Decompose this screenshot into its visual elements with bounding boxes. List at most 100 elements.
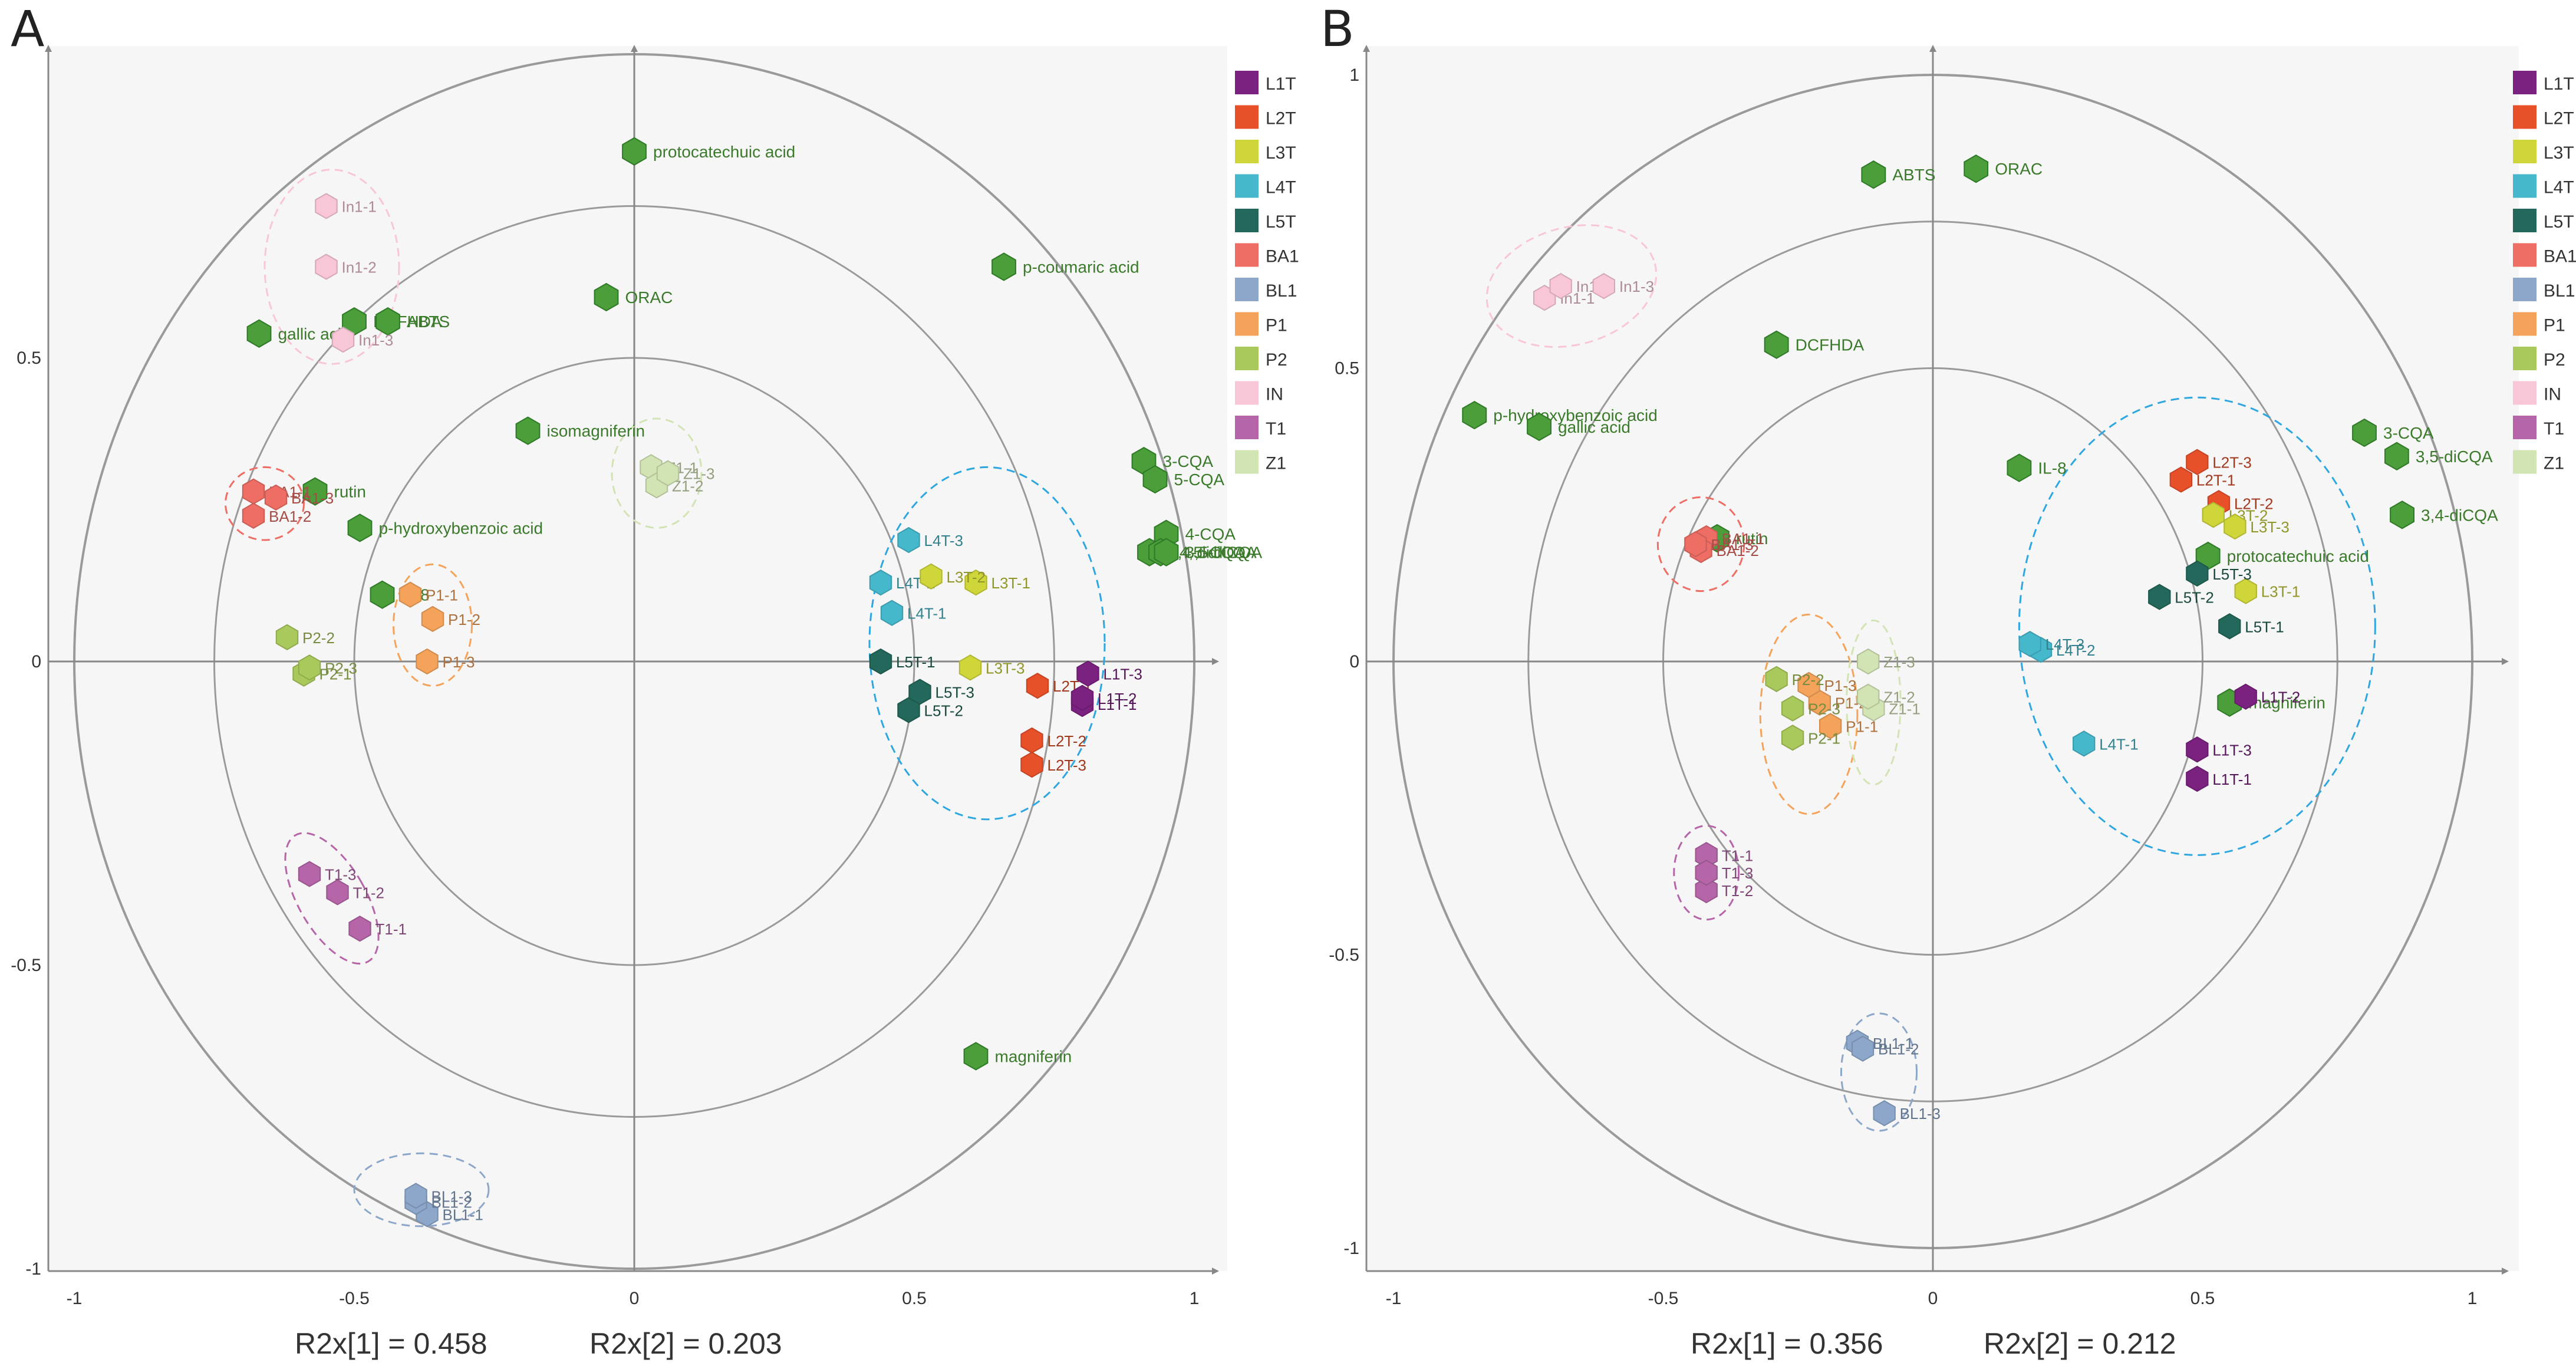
sample-label: BA1-3 (1711, 536, 1753, 554)
x-tick-label: 0.5 (902, 1289, 927, 1308)
sample-label: L4T-3 (2045, 636, 2085, 653)
group-ellipse (611, 417, 703, 529)
sample-label: L5T-2 (924, 702, 964, 719)
panel-b-legend: L1T L2T L3T L4T L5T BA1 BL1 P1 P2 IN T1 Z1 (2513, 71, 2576, 474)
sample-marker (2018, 631, 2041, 657)
legend-swatch (2513, 381, 2537, 405)
sample-marker (275, 624, 299, 650)
variable-marker (1154, 538, 1179, 567)
sample-label: L1T-2 (2261, 689, 2301, 706)
sample-label: P2-1 (319, 666, 352, 683)
legend-label: L1T (2544, 74, 2574, 94)
sample-marker (1549, 273, 1572, 299)
y-tick-label: 1 (1349, 65, 1359, 85)
sample-label: P1-1 (426, 587, 458, 604)
sample-marker (1781, 695, 1804, 722)
variable-marker (1142, 465, 1168, 494)
legend-swatch (2513, 450, 2537, 474)
group-ellipse (263, 169, 400, 365)
legend-swatch (1235, 416, 1259, 439)
sample-label: In1-3 (1619, 278, 1654, 295)
sample-label: L1T-3 (1103, 666, 1143, 683)
sample-label: T1-1 (1722, 847, 1753, 864)
panel-a-chart: -1 -0.5 0 0.5 1 -1 -0.5 0 0.5 protocatechuic acid… (11, 45, 1263, 1308)
x-tick-label: 1 (2468, 1289, 2478, 1308)
legend-label: BA1 (1266, 247, 1299, 266)
sample-label: T1-3 (325, 866, 356, 884)
variable-marker (375, 307, 400, 336)
variable-marker (963, 1042, 989, 1071)
sample-marker (2234, 683, 2257, 710)
group-ellipse (1846, 619, 1902, 786)
x-tick-label: 0 (630, 1289, 640, 1308)
x-tick-label: 0.5 (2190, 1289, 2215, 1308)
sample-marker (331, 326, 355, 353)
sample-marker (1070, 684, 1094, 711)
sample-label: L3T-1 (991, 574, 1031, 592)
group-ellipse (284, 832, 380, 965)
sample-marker (897, 526, 920, 554)
sample-label: Z1-2 (1883, 689, 1915, 706)
legend-label: BL1 (2544, 281, 2575, 301)
sample-label: L3T-2 (947, 568, 986, 586)
legend-swatch (1235, 105, 1259, 129)
variable-label: ORAC (1995, 160, 2043, 178)
x-tick-label: -1 (67, 1289, 83, 1308)
legend-swatch (2513, 174, 2537, 198)
panel-b-r2x1: R2x[1] = 0.356 (1691, 1327, 1883, 1360)
sample-marker (908, 679, 931, 705)
variable-label: gallic acid (1558, 418, 1630, 436)
y-tick-label: -1 (25, 1259, 41, 1279)
sample-label: L2T-3 (1047, 756, 1087, 774)
sample-label: T1-3 (1722, 864, 1753, 882)
sample-label: L1T-2 (1098, 690, 1137, 707)
sample-marker (2169, 466, 2193, 493)
x-tick-label: 0 (1928, 1289, 1938, 1308)
group-ellipse (1759, 613, 1859, 815)
legend-swatch (1235, 174, 1259, 198)
variable-label: magniferin (2248, 694, 2325, 712)
sample-label: BL1-3 (1900, 1105, 1941, 1123)
sample-label: P1-2 (448, 611, 480, 628)
variable-label: magniferin (995, 1048, 1072, 1066)
sample-label: In1-3 (358, 331, 393, 349)
sample-marker (2234, 578, 2257, 604)
variable-marker (1527, 412, 1551, 442)
sample-label: L5T-1 (2245, 618, 2284, 636)
group-ellipse (393, 563, 473, 687)
panel-a-r2x1: R2x[1] = 0.458 (295, 1327, 487, 1360)
variable-label: 5-CQA (1174, 470, 1225, 489)
panel-b: B R2x[1] = 0.356 R2x[2] = 0.212 -1 -0.5 0 0… (1320, 0, 2576, 1360)
sample-label: L5T-1 (896, 653, 935, 671)
variable-marker (302, 477, 328, 506)
sample-label: T1-2 (1722, 882, 1753, 900)
legend-swatch (2513, 278, 2537, 301)
sample-marker (920, 563, 943, 590)
variable-label: DCFHDA (1796, 336, 1865, 354)
sample-label: T1-1 (375, 920, 407, 938)
variable-marker (991, 252, 1016, 281)
legend-label: P2 (2544, 350, 2565, 370)
legend-label: Z1 (1266, 454, 1286, 473)
sample-label: In1-2 (342, 259, 377, 277)
sample-marker (1819, 713, 1842, 739)
variable-marker (594, 282, 619, 312)
sample-label: L1T-3 (2212, 741, 2252, 759)
variable-label: protocatechuic acid (653, 143, 795, 161)
sample-label: L2T-3 (2212, 454, 2252, 472)
sample-marker (2148, 584, 2171, 610)
variable-label: ABTS (407, 312, 450, 331)
variable-label: 3,5-diCQA (2416, 447, 2493, 466)
sample-marker (2202, 502, 2225, 528)
legend-label: L4T (2544, 178, 2574, 198)
sample-marker (1020, 751, 1043, 778)
variable-label: 3-CQA (1163, 452, 1214, 470)
legend-swatch (2513, 312, 2537, 336)
group-ellipse (868, 466, 1106, 821)
panel-a-letter: A (11, 0, 44, 58)
legend-swatch (1235, 278, 1259, 301)
sample-marker (1076, 660, 1099, 687)
legend-label: L5T (1266, 212, 1296, 232)
sample-label: L4T-1 (2099, 735, 2139, 753)
legend-swatch (1235, 140, 1259, 163)
